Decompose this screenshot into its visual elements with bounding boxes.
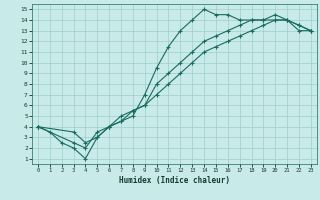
X-axis label: Humidex (Indice chaleur): Humidex (Indice chaleur): [119, 176, 230, 185]
